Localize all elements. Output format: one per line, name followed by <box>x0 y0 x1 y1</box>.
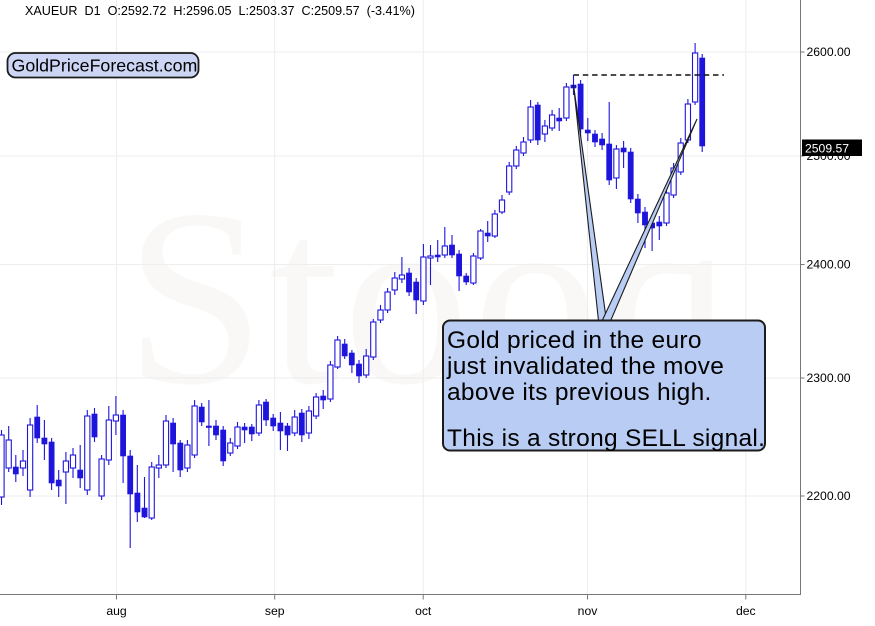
svg-text:2600.00: 2600.00 <box>807 45 851 59</box>
svg-text:GoldPriceForecast.com: GoldPriceForecast.com <box>12 56 198 76</box>
svg-text:This is a strong SELL signal.: This is a strong SELL signal. <box>447 425 765 452</box>
svg-text:oct: oct <box>415 604 432 618</box>
svg-text:XAUEUR D1 O:2592.72 H:2596.: XAUEUR D1 O:2592.72 H:2596.05 L:2503.37 … <box>25 4 415 18</box>
svg-text:dec: dec <box>736 604 756 618</box>
svg-text:sep: sep <box>265 604 285 618</box>
svg-text:2200.00: 2200.00 <box>807 489 851 503</box>
svg-text:just invalidated the move: just invalidated the move <box>446 353 724 380</box>
svg-text:2509.57: 2509.57 <box>805 142 849 156</box>
svg-text:2300.00: 2300.00 <box>807 371 851 385</box>
svg-text:nov: nov <box>578 604 599 618</box>
svg-text:Gold priced in the euro: Gold priced in the euro <box>447 327 702 354</box>
svg-text:2400.00: 2400.00 <box>807 258 851 272</box>
svg-text:aug: aug <box>106 604 126 618</box>
svg-text:above its previous high.: above its previous high. <box>447 379 712 406</box>
